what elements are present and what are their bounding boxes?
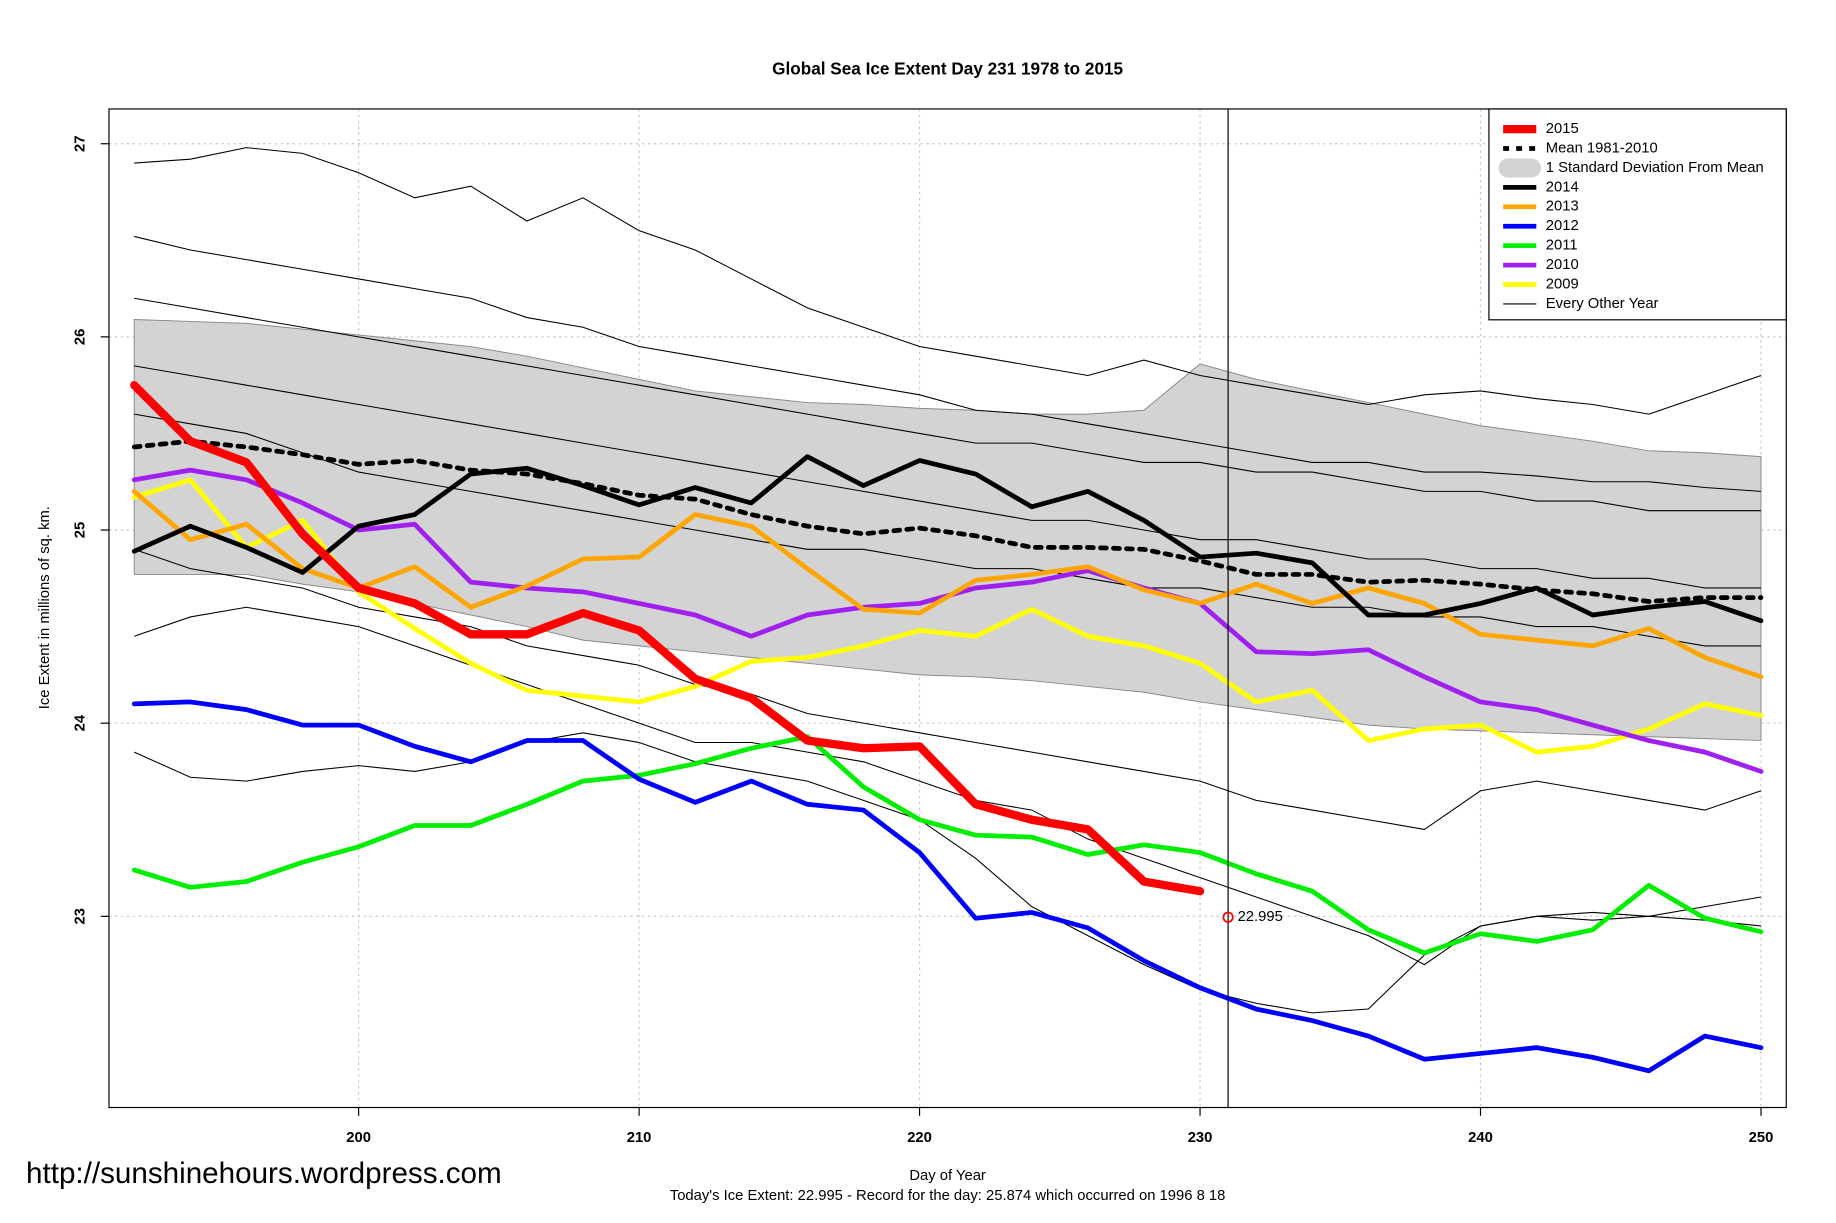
other-year-line (134, 297, 1762, 512)
legend-box (1488, 108, 1787, 321)
other-year-line (134, 147, 1762, 415)
legend-label: 2014 (1546, 179, 1579, 195)
legend: 2015 Mean 1981-2010 1 Standard Deviation F… (1488, 108, 1787, 321)
series-line (131, 477, 1764, 755)
x-axis-label: Day of Year (909, 1168, 986, 1184)
y-axis-label: Ice Extent in millions of sq. km. (37, 506, 53, 709)
annotation-label: 22.995 (1238, 909, 1283, 925)
y-tick-label: 25 (72, 522, 88, 538)
series-line (131, 699, 1764, 1074)
series-line (131, 489, 1764, 680)
legend-label: 2011 (1546, 238, 1578, 254)
chart-title: Global Sea Ice Extent Day 231 1978 to 20… (772, 58, 1123, 78)
y-tick-label: 26 (72, 329, 88, 345)
other-year-line (134, 235, 1762, 492)
legend-swatch (1498, 158, 1542, 178)
other-year-line (134, 548, 1762, 830)
y-tick-label: 27 (72, 136, 88, 152)
series-line (131, 438, 1764, 604)
x-tick-label: 220 (907, 1130, 932, 1146)
other-year-line (134, 732, 1762, 1014)
series-line (131, 454, 1764, 624)
other-year-line (134, 413, 1762, 647)
x-tick-label: 210 (627, 1130, 652, 1146)
plot-frame (108, 108, 1787, 1109)
legend-label: 1 Standard Deviation From Mean (1546, 160, 1764, 176)
legend-label: Mean 1981-2010 (1546, 140, 1658, 156)
x-tick-label: 250 (1749, 1130, 1774, 1146)
legend-label: Every Other Year (1546, 296, 1659, 312)
x-tick-label: 200 (346, 1130, 371, 1146)
y-tick-label: 24 (72, 714, 88, 731)
legend-label: 2010 (1546, 257, 1579, 273)
legend-label: 2012 (1546, 218, 1579, 234)
legend-label: 2009 (1546, 276, 1579, 292)
series-line (131, 734, 1764, 956)
y-tick-label: 23 (72, 908, 88, 924)
x-tick-label: 230 (1188, 1130, 1213, 1146)
legend-label: 2015 (1546, 121, 1579, 137)
annotation-point (1222, 911, 1234, 923)
watermark: http://sunshinehours.wordpress.com (26, 1157, 502, 1190)
series-line (130, 381, 1205, 896)
legend-label: 2013 (1546, 199, 1579, 215)
other-year-line (134, 365, 1762, 589)
caption: Today's Ice Extent: 22.995 - Record for … (670, 1188, 1226, 1204)
x-tick-label: 240 (1468, 1130, 1493, 1146)
